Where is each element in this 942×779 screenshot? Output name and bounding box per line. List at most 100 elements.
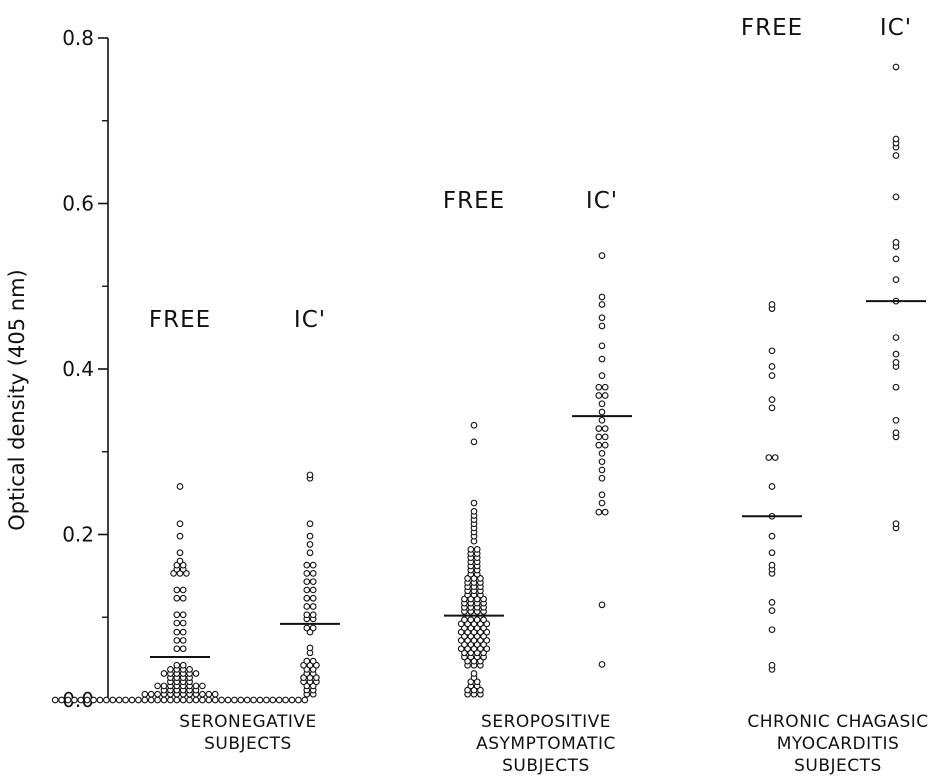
data-point [173, 637, 181, 644]
data-point [306, 541, 314, 548]
data-point [192, 670, 200, 677]
data-point [186, 666, 193, 673]
data-point [768, 561, 776, 569]
data-point [147, 690, 155, 698]
data-point [141, 690, 149, 698]
data-point [303, 657, 311, 665]
series-header: IC' [294, 307, 326, 333]
data-point [309, 578, 317, 586]
data-point [109, 696, 117, 704]
data-point [598, 499, 606, 507]
data-point [470, 438, 478, 446]
data-point [237, 696, 245, 704]
data-point [179, 628, 187, 636]
data-point [598, 355, 606, 363]
data-point [598, 372, 606, 379]
group-label-line: CHRONIC CHAGASIC [747, 712, 928, 732]
series-header: IC' [586, 188, 618, 214]
data-point [598, 301, 606, 308]
data-point [595, 433, 603, 441]
data-point [205, 696, 213, 704]
data-point [768, 404, 776, 412]
data-point [179, 611, 187, 619]
data-point [179, 661, 187, 669]
data-point [176, 549, 184, 557]
data-point [211, 690, 219, 698]
data-point [154, 682, 161, 690]
data-point [306, 532, 314, 540]
data-point [218, 696, 225, 704]
y-tick-label: 0.2 [62, 523, 94, 547]
data-point [892, 359, 900, 366]
data-point [83, 696, 91, 704]
data-point [598, 661, 606, 668]
data-point [768, 347, 776, 355]
data-point [199, 690, 206, 698]
data-point [768, 532, 776, 540]
y-tick-label: 0.4 [62, 357, 94, 381]
data-point [64, 696, 72, 704]
data-point [173, 586, 181, 594]
data-point [598, 252, 606, 259]
data-point [179, 586, 187, 594]
data-point [771, 454, 779, 461]
data-point [135, 696, 142, 704]
data-point [598, 416, 606, 424]
series-header: FREE [443, 188, 505, 214]
data-point [176, 557, 184, 565]
data-point [306, 520, 314, 528]
data-point [467, 616, 475, 624]
data-point [301, 696, 309, 704]
y-axis: 0.00.20.40.60.8 [62, 26, 109, 712]
data-point [224, 696, 232, 704]
data-point [306, 471, 314, 479]
data-point [892, 334, 900, 341]
data-point [892, 255, 900, 263]
data-point [77, 696, 85, 704]
data-point [601, 441, 609, 449]
data-point [601, 383, 609, 391]
data-point [306, 644, 314, 652]
data-point [473, 546, 481, 553]
data-point [179, 637, 187, 644]
data-point [595, 383, 603, 391]
data-point [309, 570, 317, 577]
data-point [103, 696, 110, 704]
data-point [892, 350, 900, 358]
data-point [768, 301, 776, 308]
data-point [473, 616, 481, 624]
data-point [173, 661, 181, 669]
data-point [303, 624, 311, 632]
data-point [892, 383, 900, 391]
data-point [179, 645, 187, 653]
data-point [199, 696, 206, 704]
plot-area [51, 63, 926, 704]
data-point [303, 603, 311, 610]
data-point [768, 372, 776, 379]
series-header: IC' [880, 15, 912, 41]
series-header: FREE [741, 15, 803, 41]
data-point [192, 696, 200, 704]
group-label-line: ASYMPTOMATIC [476, 734, 616, 754]
data-point [892, 520, 900, 528]
data-point [601, 392, 609, 399]
data-point [173, 645, 181, 653]
data-point [768, 363, 776, 370]
data-point [309, 603, 317, 610]
data-point [598, 322, 606, 330]
data-point [96, 696, 104, 704]
group-label-line: SUBJECTS [204, 734, 292, 754]
data-point [309, 657, 317, 665]
data-point [275, 696, 283, 704]
data-point [768, 661, 776, 669]
data-point [303, 586, 311, 594]
data-point [768, 599, 776, 606]
data-point [192, 682, 200, 690]
data-point [892, 276, 900, 283]
data-point [309, 594, 317, 602]
data-point [598, 466, 606, 474]
series-header: FREE [149, 307, 211, 333]
data-point [595, 392, 603, 399]
data-point [167, 666, 174, 673]
y-tick-label: 0.6 [62, 192, 94, 216]
